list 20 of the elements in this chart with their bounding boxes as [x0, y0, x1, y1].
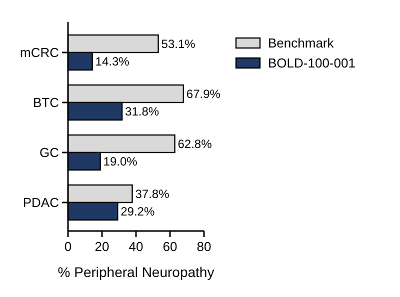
x-tick-label: 40: [128, 239, 144, 254]
data-label: 62.8%: [178, 136, 212, 151]
y-tick-label: BTC: [33, 95, 59, 110]
x-axis-title: % Peripheral Neuropathy: [58, 264, 214, 280]
x-tick-label: 80: [196, 239, 212, 254]
data-label: 29.2%: [120, 204, 155, 218]
x-tick-label: 60: [162, 239, 178, 254]
data-label: 67.9%: [186, 86, 221, 101]
data-label: 53.1%: [161, 36, 196, 51]
legend-label: BOLD-100-001: [268, 56, 356, 71]
y-tick-label: GC: [40, 145, 59, 160]
legend-label: Benchmark: [268, 36, 334, 51]
data-label: 37.8%: [135, 186, 170, 201]
x-tick-label: 20: [94, 239, 110, 254]
y-tick-label: mCRC: [20, 45, 59, 60]
x-tick-label: 0: [64, 239, 72, 254]
y-tick-label: PDAC: [22, 195, 59, 210]
data-label: 31.8%: [125, 104, 160, 118]
data-label: 14.3%: [95, 54, 130, 68]
data-label: 19.0%: [103, 154, 138, 168]
